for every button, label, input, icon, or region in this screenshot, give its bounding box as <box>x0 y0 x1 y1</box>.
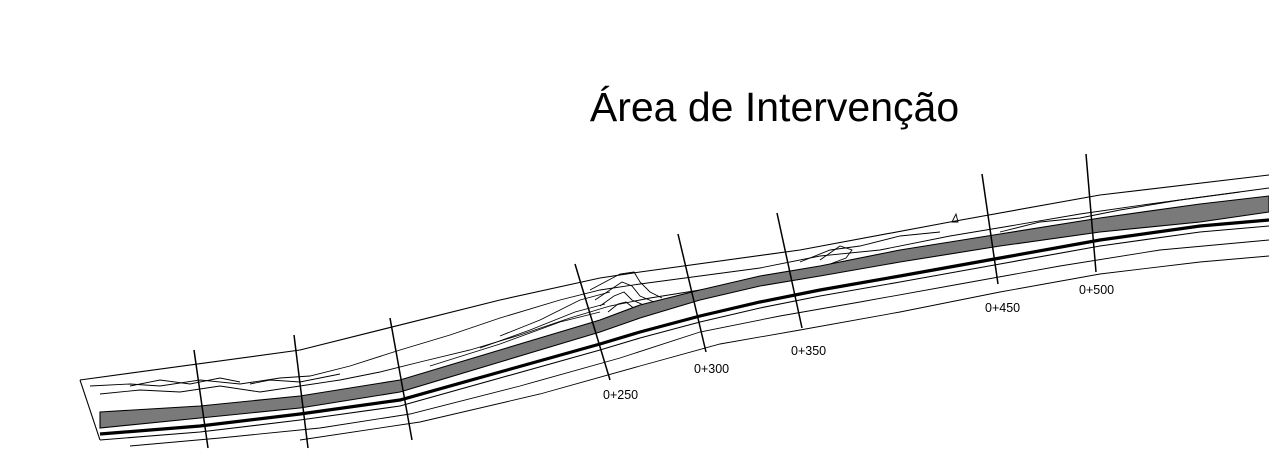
station-label: 0+350 <box>791 344 826 358</box>
contour-knot <box>429 245 853 367</box>
contour-lines-lower <box>129 239 1269 447</box>
station-label: 0+500 <box>1079 283 1114 297</box>
station-label: 0+450 <box>985 301 1020 315</box>
station-line-0500 <box>1085 153 1097 273</box>
station-label: 0+300 <box>694 362 729 376</box>
road-edge-south-inner <box>99 225 1269 441</box>
road-band <box>99 195 1269 429</box>
road-edge-south <box>99 218 1269 436</box>
station-line-c <box>389 317 413 441</box>
station-line-a <box>193 349 209 449</box>
station-line-b <box>293 334 309 449</box>
station-line-0350 <box>776 212 803 329</box>
survey-boundary <box>79 174 1269 381</box>
station-line-0300 <box>677 233 707 353</box>
boundary-cap <box>79 379 101 441</box>
station-label: 0+250 <box>603 388 638 402</box>
station-line-0250 <box>574 263 611 381</box>
station-lines <box>193 153 1097 449</box>
station-line-0450 <box>981 173 999 285</box>
station-labels: 0+250 0+300 0+350 0+450 0+500 <box>603 283 1114 402</box>
drawing-title: Área de Intervenção <box>589 84 960 130</box>
